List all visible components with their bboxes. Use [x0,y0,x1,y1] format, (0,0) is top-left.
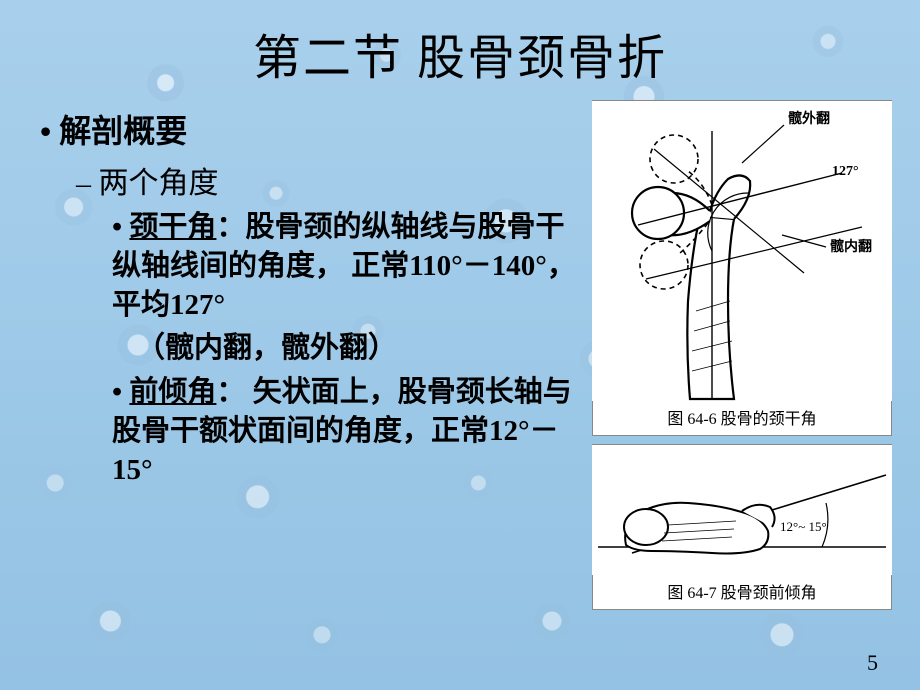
colon: ： [216,376,245,408]
label-12-15: 12°~ 15° [780,519,827,534]
outline-level2: 两个角度 [76,158,580,202]
outline-level1: 解剖概要 [40,106,580,152]
figure-64-6-caption: 图 64-6 股骨的颈干角 [667,401,816,435]
term-neck-shaft-angle: 颈干角 [129,211,216,243]
slide-title: 第二节 股骨颈骨折 [40,18,880,88]
label-127: 127° [832,164,859,179]
item1-note: （髋内翻，髋外翻） [136,329,580,368]
anteversion-angle-diagram: 12°~ 15° [592,445,892,575]
figure-64-7-caption: 图 64-7 股骨颈前倾角 [667,575,816,609]
text-column: 解剖概要 两个角度 • 颈干角：股骨颈的纵轴线与股骨干纵轴线间的角度， 正常11… [40,106,580,610]
outline-item-1: • 颈干角：股骨颈的纵轴线与股骨干纵轴线间的角度， 正常110°－140°，平均… [112,208,580,325]
colon: ： [216,211,245,243]
label-valgus: 髋外翻 [788,110,830,127]
figure-column: 髋外翻 127° 髋内翻 图 64-6 股骨的颈干角 [592,100,892,610]
outline-item-2: • 前倾角： 矢状面上，股骨颈长轴与股骨干额状面间的角度，正常12°－15° [112,373,580,490]
neck-shaft-angle-diagram: 髋外翻 127° 髋内翻 [592,101,892,401]
bullet-icon: • [112,211,129,243]
figure-64-7: 12°~ 15° 图 64-7 股骨颈前倾角 [592,444,892,610]
bullet-icon: • [112,376,129,408]
page-number: 5 [867,650,878,676]
label-varus: 髋内翻 [830,238,872,255]
figure-64-6: 髋外翻 127° 髋内翻 图 64-6 股骨的颈干角 [592,100,892,436]
slide-container: 第二节 股骨颈骨折 解剖概要 两个角度 • 颈干角：股骨颈的纵轴线与股骨干纵轴线… [0,0,920,690]
content-row: 解剖概要 两个角度 • 颈干角：股骨颈的纵轴线与股骨干纵轴线间的角度， 正常11… [40,106,880,610]
term-anteversion-angle: 前倾角 [129,376,216,408]
